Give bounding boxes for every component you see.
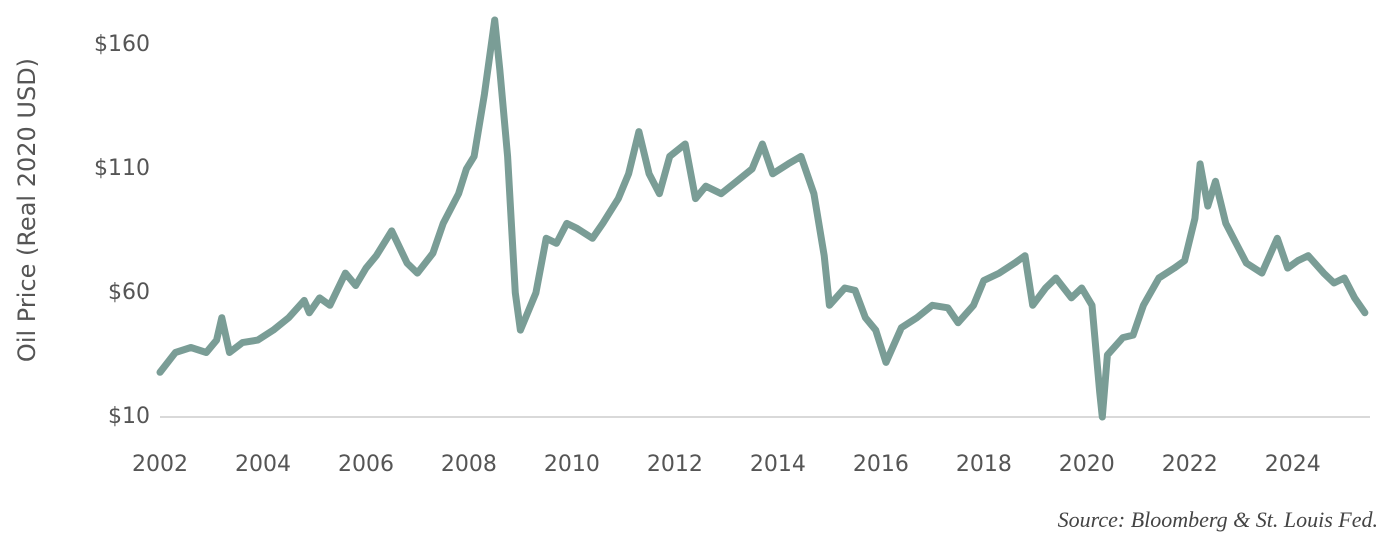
x-tick-label: 2006 [338,452,394,477]
x-tick-label: 2022 [1162,452,1218,477]
y-tick-label: $10 [108,404,150,429]
y-tick-label: $110 [94,156,150,181]
x-tick-label: 2020 [1059,452,1115,477]
x-tick-label: 2018 [956,452,1012,477]
x-tick-label: 2004 [235,452,291,477]
y-tick-label: $60 [108,280,150,305]
price-line [156,16,1369,421]
x-tick-label: 2024 [1265,452,1321,477]
x-tick-label: 2014 [750,452,806,477]
source-note: Source: Bloomberg & St. Louis Fed. [1058,507,1378,532]
x-tick-label: 2016 [853,452,909,477]
x-tick-label: 2002 [132,452,188,477]
x-tick-label: 2010 [544,452,600,477]
x-tick-label: 2008 [441,452,497,477]
y-tick-label: $160 [94,32,150,57]
y-axis-title: Oil Price (Real 2020 USD) [13,58,41,362]
x-tick-label: 2012 [647,452,703,477]
